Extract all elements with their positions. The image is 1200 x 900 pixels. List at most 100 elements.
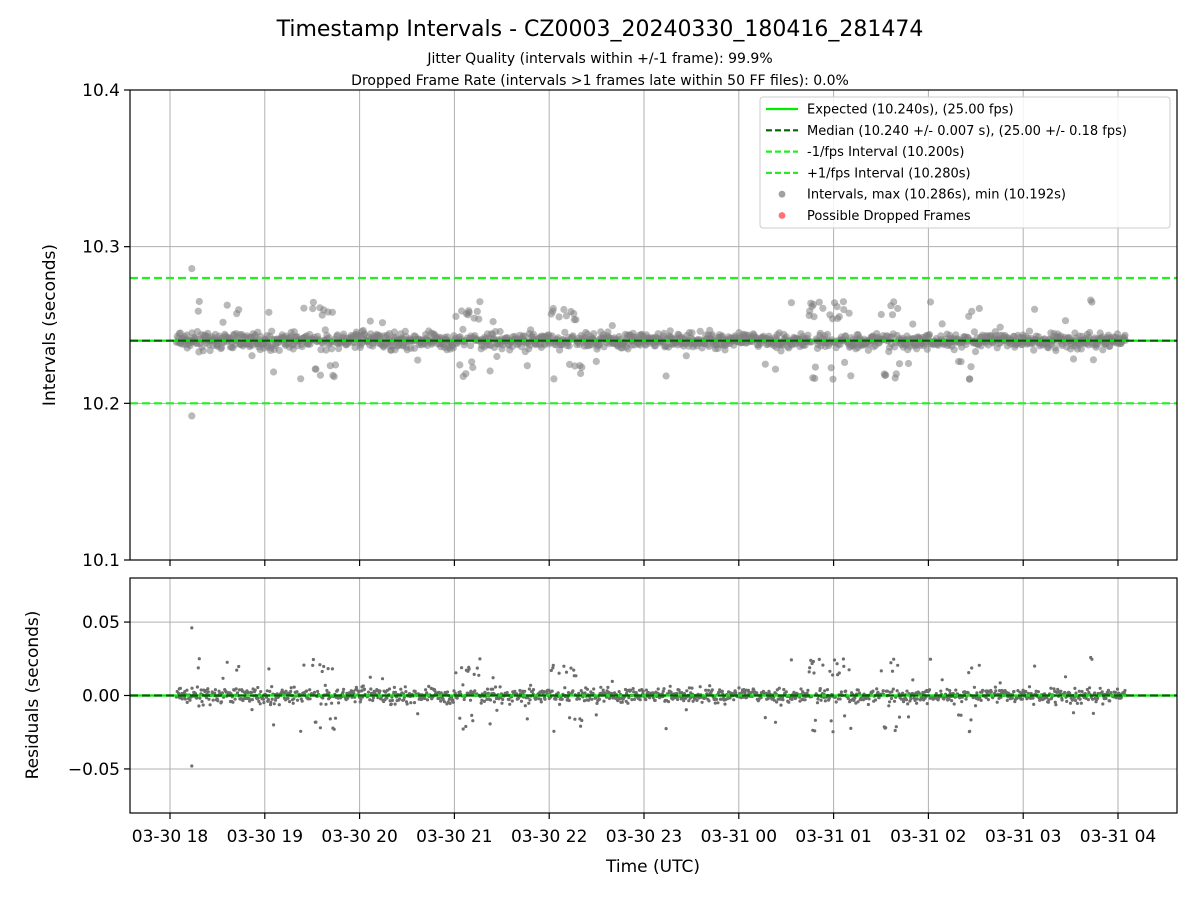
residual-point xyxy=(582,699,587,703)
residual-point xyxy=(777,686,781,690)
interval-point xyxy=(577,369,585,378)
residual-point xyxy=(371,696,375,700)
residual-point xyxy=(967,671,971,675)
residual-point xyxy=(897,715,902,719)
residual-point xyxy=(318,663,322,667)
residual-point xyxy=(336,688,340,692)
residual-point xyxy=(899,697,904,701)
residual-point xyxy=(713,701,717,705)
residual-point xyxy=(871,689,875,693)
residual-point xyxy=(332,727,336,731)
residual-point xyxy=(488,722,492,726)
residual-point xyxy=(823,689,827,693)
residual-point xyxy=(266,698,270,702)
residual-point xyxy=(568,716,572,720)
residual-point xyxy=(881,689,885,693)
residual-point xyxy=(808,666,812,670)
residual-point xyxy=(805,691,809,696)
interval-point xyxy=(469,363,477,372)
x-tick-label: 03-31 01 xyxy=(795,827,871,847)
residual-point xyxy=(368,675,372,679)
residual-point xyxy=(594,696,598,700)
interval-point xyxy=(561,328,569,336)
residual-point xyxy=(471,719,475,723)
residual-point xyxy=(704,688,708,692)
residual-point xyxy=(453,691,457,695)
residual-point xyxy=(213,691,217,695)
residual-point xyxy=(529,683,533,687)
interval-point xyxy=(771,365,780,373)
residual-point xyxy=(884,726,888,730)
residual-point xyxy=(691,699,695,703)
residual-point xyxy=(1033,664,1037,668)
residual-point xyxy=(427,684,431,689)
residual-point xyxy=(284,689,288,693)
interval-point xyxy=(562,312,571,320)
residual-point xyxy=(972,685,977,689)
residual-point xyxy=(1027,685,1032,689)
interval-point xyxy=(194,307,202,315)
residual-point xyxy=(248,698,252,702)
interval-point xyxy=(864,346,873,354)
intervals-points xyxy=(172,265,1129,420)
legend-box xyxy=(759,96,1171,229)
residual-point xyxy=(272,702,276,706)
residual-point xyxy=(732,698,736,702)
residual-point xyxy=(485,687,490,691)
interval-point xyxy=(1077,345,1085,353)
residual-point xyxy=(454,671,458,675)
residual-point xyxy=(439,699,443,703)
interval-point xyxy=(475,315,483,323)
residual-point xyxy=(632,697,637,702)
residual-point xyxy=(1024,689,1028,694)
residual-point xyxy=(610,691,614,696)
interval-point xyxy=(827,364,835,372)
residual-point xyxy=(885,689,890,693)
residual-point xyxy=(289,689,293,694)
residual-point xyxy=(465,691,469,695)
residual-point xyxy=(631,687,635,691)
residual-point xyxy=(831,730,835,734)
interval-point xyxy=(235,306,243,314)
legend: Expected (10.240s), (25.00 fps) Median (1… xyxy=(759,96,1171,229)
interval-point xyxy=(473,307,481,315)
residual-point xyxy=(312,690,317,694)
residual-point xyxy=(925,702,929,706)
x-tick-label: 03-31 04 xyxy=(1080,827,1156,847)
residual-point xyxy=(1073,686,1077,691)
residual-point xyxy=(1090,657,1094,661)
x-tick-label: 03-30 19 xyxy=(227,827,303,847)
residual-point xyxy=(844,689,848,693)
interval-point xyxy=(957,358,965,366)
residual-point xyxy=(425,698,430,702)
interval-point xyxy=(489,318,497,326)
interval-point xyxy=(809,300,818,308)
residual-point xyxy=(534,696,538,700)
interval-point xyxy=(459,325,467,333)
residual-point xyxy=(295,698,300,702)
residual-point xyxy=(473,689,477,693)
residual-point xyxy=(948,689,952,693)
residual-point xyxy=(700,700,704,704)
residual-point xyxy=(979,698,983,703)
y-tick-label: 10.2 xyxy=(82,394,120,414)
interval-point xyxy=(968,307,976,315)
residual-point xyxy=(606,685,610,690)
residual-point xyxy=(368,698,372,702)
residual-point xyxy=(366,690,371,694)
residual-point xyxy=(638,698,642,702)
residual-point xyxy=(856,688,860,692)
residual-point xyxy=(993,685,998,689)
residual-point xyxy=(866,702,871,707)
residual-point xyxy=(896,663,900,667)
residual-point xyxy=(737,686,741,690)
interval-point xyxy=(819,304,827,312)
residual-point xyxy=(1072,695,1076,700)
residual-point xyxy=(499,695,503,700)
interval-point xyxy=(268,327,276,335)
residual-point xyxy=(467,667,471,671)
residual-point xyxy=(270,685,274,689)
residual-point xyxy=(894,725,898,729)
interval-point xyxy=(1089,356,1097,364)
residual-point xyxy=(573,717,577,721)
